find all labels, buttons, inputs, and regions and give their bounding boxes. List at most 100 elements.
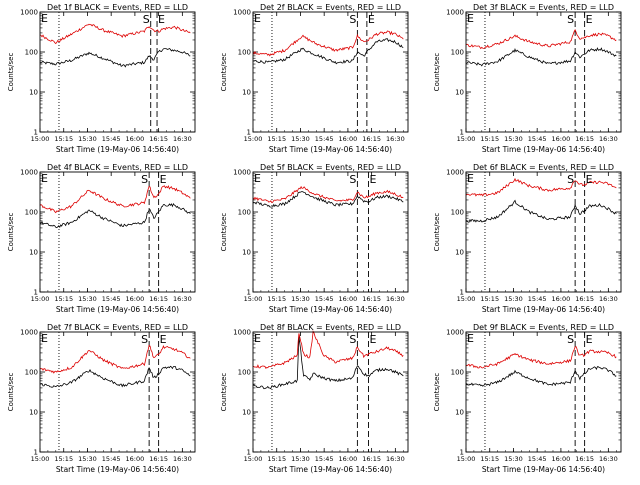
start-marker-label: S <box>567 333 574 346</box>
x-tick-label: 16:30 <box>599 295 618 303</box>
panel-frame <box>39 11 196 133</box>
x-axis-title: Start Time (19-May-06 14:56:40) <box>56 465 179 474</box>
y-tick-label: 10 <box>242 409 251 417</box>
x-tick-label: 16:00 <box>552 295 571 303</box>
y-tick-label: 1000 <box>446 169 464 177</box>
x-tick-label: 15:15 <box>267 295 286 303</box>
start-marker-label: S <box>141 173 148 186</box>
x-tick-label: 16:30 <box>386 295 405 303</box>
start-marker-label: S <box>349 333 356 346</box>
y-tick-label: 1 <box>460 289 464 297</box>
x-tick-label: 15:45 <box>315 295 334 303</box>
series-lld-line <box>39 344 191 374</box>
series-events-line <box>465 199 617 223</box>
y-tick-label: 1000 <box>233 329 251 337</box>
x-tick-label: 15:00 <box>244 295 263 303</box>
y-tick-label: 1000 <box>233 9 251 17</box>
panel-frame <box>252 171 409 293</box>
x-tick-label: 15:00 <box>457 295 476 303</box>
end-marker-label: E <box>158 13 165 26</box>
x-axis-title: Start Time (19-May-06 14:56:40) <box>56 305 179 314</box>
series-events-line <box>39 202 191 229</box>
y-axis-title: Counts/sec <box>220 373 228 412</box>
left-edge-marker-label: E <box>254 172 261 185</box>
x-tick-label: 15:45 <box>102 295 121 303</box>
panel-det-3f: Det 3f BLACK = Events, RED = LLD Counts/s… <box>433 3 622 154</box>
panel-frame <box>465 331 622 453</box>
x-tick-label: 15:45 <box>315 455 334 463</box>
x-tick-label: 16:00 <box>552 135 571 143</box>
y-tick-label: 1 <box>460 449 464 457</box>
y-tick-label: 1 <box>34 449 38 457</box>
start-marker-label: S <box>141 333 148 346</box>
y-tick-label: 1 <box>247 289 251 297</box>
x-tick-label: 16:30 <box>386 455 405 463</box>
x-tick-label: 15:15 <box>267 455 286 463</box>
series-lld-line <box>252 30 404 57</box>
x-tick-label: 16:30 <box>173 135 192 143</box>
y-tick-label: 1 <box>460 129 464 137</box>
y-tick-label: 1000 <box>20 169 38 177</box>
x-tick-label: 15:15 <box>54 135 73 143</box>
panel-frame <box>39 171 196 293</box>
panel-title: Det 2f BLACK = Events, RED = LLD <box>260 3 401 12</box>
y-axis-title: Counts/sec <box>220 213 228 252</box>
panel-title: Det 5f BLACK = Events, RED = LLD <box>260 163 401 172</box>
x-tick-label: 16:15 <box>575 455 594 463</box>
x-tick-label: 15:00 <box>31 455 50 463</box>
x-tick-label: 16:30 <box>173 295 192 303</box>
end-marker-label: E <box>369 173 376 186</box>
x-tick-label: 16:00 <box>126 455 145 463</box>
x-tick-label: 15:30 <box>78 295 97 303</box>
panel-det-7f: Det 7f BLACK = Events, RED = LLD Counts/s… <box>7 323 196 474</box>
end-marker-label: E <box>160 333 167 346</box>
panel-det-2f: Det 2f BLACK = Events, RED = LLD Counts/s… <box>220 3 409 154</box>
y-tick-label: 10 <box>455 249 464 257</box>
x-axis-title: Start Time (19-May-06 14:56:40) <box>269 305 392 314</box>
x-tick-label: 15:45 <box>102 455 121 463</box>
x-axis-title: Start Time (19-May-06 14:56:40) <box>56 145 179 154</box>
x-tick-label: 15:00 <box>31 135 50 143</box>
y-tick-label: 1 <box>247 129 251 137</box>
x-tick-label: 15:15 <box>480 455 499 463</box>
end-marker-label: E <box>586 13 593 26</box>
panel-frame <box>465 171 622 293</box>
y-tick-label: 100 <box>238 369 251 377</box>
x-tick-label: 16:30 <box>599 135 618 143</box>
panel-det-6f: Det 6f BLACK = Events, RED = LLD Counts/s… <box>433 163 622 314</box>
y-tick-label: 1 <box>34 129 38 137</box>
x-tick-label: 15:30 <box>78 135 97 143</box>
x-tick-label: 15:45 <box>528 455 547 463</box>
x-tick-label: 16:00 <box>339 295 358 303</box>
x-tick-label: 15:00 <box>31 295 50 303</box>
panel-title: Det 8f BLACK = Events, RED = LLD <box>260 323 401 332</box>
x-tick-label: 16:15 <box>362 295 381 303</box>
start-marker-label: S <box>143 13 150 26</box>
series-lld-line <box>39 23 191 45</box>
x-tick-label: 16:15 <box>149 455 168 463</box>
panel-det-1f: Det 1f BLACK = Events, RED = LLD Counts/s… <box>7 3 196 154</box>
x-tick-label: 15:30 <box>291 135 310 143</box>
y-tick-label: 100 <box>451 369 464 377</box>
x-tick-label: 16:00 <box>339 455 358 463</box>
x-tick-label: 16:15 <box>149 135 168 143</box>
series-lld-line <box>465 177 617 197</box>
x-tick-label: 15:00 <box>457 135 476 143</box>
x-tick-label: 15:45 <box>528 295 547 303</box>
y-tick-label: 1000 <box>20 329 38 337</box>
y-tick-label: 100 <box>25 49 38 57</box>
left-edge-marker-label: E <box>467 12 474 25</box>
x-tick-label: 15:30 <box>504 455 523 463</box>
series-lld-line <box>252 330 404 369</box>
end-marker-label: E <box>586 333 593 346</box>
x-tick-label: 16:15 <box>575 295 594 303</box>
x-tick-label: 15:15 <box>480 295 499 303</box>
panel-title: Det 3f BLACK = Events, RED = LLD <box>473 3 614 12</box>
x-tick-label: 16:15 <box>362 455 381 463</box>
panel-title: Det 9f BLACK = Events, RED = LLD <box>473 323 614 332</box>
x-tick-label: 15:00 <box>457 455 476 463</box>
left-edge-marker-label: E <box>254 12 261 25</box>
y-tick-label: 100 <box>238 49 251 57</box>
series-events-line <box>39 365 191 388</box>
